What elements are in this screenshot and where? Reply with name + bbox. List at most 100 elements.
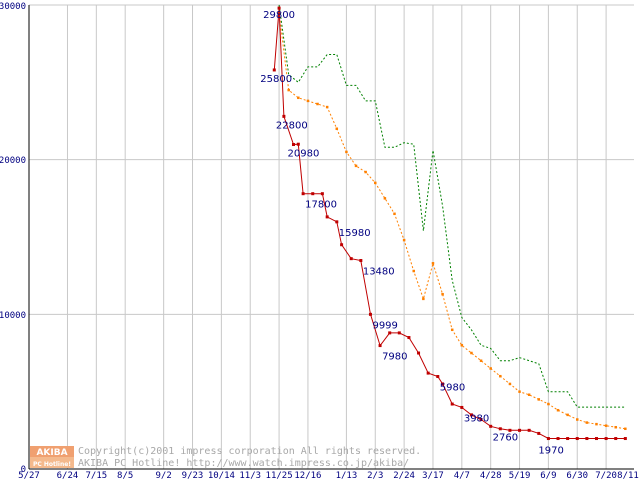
series-line (278, 4, 626, 408)
data-point (277, 6, 281, 10)
data-point (556, 437, 560, 441)
x-tick-label: 3/17 (422, 471, 444, 480)
data-point (354, 164, 358, 168)
data-point (383, 197, 387, 200)
data-label: 13480 (363, 267, 395, 278)
x-tick-label: 6/30 (566, 471, 588, 480)
x-tick-label: 5/27 (18, 471, 40, 480)
data-point (407, 336, 411, 340)
data-point (402, 238, 406, 242)
series-layer (272, 4, 627, 441)
x-tick-label: 1/13 (336, 471, 358, 480)
series-line (273, 8, 626, 439)
data-point (594, 437, 598, 441)
data-label: 1970 (538, 446, 563, 457)
data-label: 20980 (288, 149, 320, 160)
site-url-text: AKIBA PC Hotline! http://www.watch.impre… (78, 458, 409, 469)
data-point (441, 382, 445, 386)
y-tick-label: 30000 (0, 2, 26, 12)
series-line (278, 12, 626, 430)
x-tick-label: 11/25 (266, 471, 293, 480)
x-tick-label: 11/3 (239, 471, 261, 480)
data-point (537, 398, 541, 401)
data-label: 3980 (464, 413, 489, 424)
x-tick-labels: 5/27 6/24 7/15 8/5 9/2 9/23 10/14 11/3 11/25 12/1… (18, 471, 639, 480)
data-point (537, 431, 541, 435)
data-point (479, 418, 483, 422)
data-point (349, 257, 353, 261)
data-point (426, 371, 430, 375)
data-point (393, 212, 396, 216)
data-point (460, 405, 464, 409)
akiba-logo: AKIBA PC Hotline! (30, 446, 74, 468)
data-point (546, 437, 550, 441)
logo-top-text: AKIBA (36, 448, 67, 458)
data-point (604, 424, 608, 427)
data-label: 2760 (493, 432, 518, 443)
data-point (296, 142, 300, 146)
data-label: 17800 (305, 200, 337, 211)
data-point (566, 413, 569, 417)
data-point (397, 331, 401, 335)
x-tick-label: 2/24 (393, 471, 415, 480)
data-label: 15980 (339, 228, 371, 239)
data-point (345, 150, 348, 154)
x-tick-label: 9/23 (182, 471, 204, 480)
data-point (518, 390, 521, 393)
y-tick-label: 10000 (0, 311, 26, 321)
x-tick-label: 8/11 (617, 471, 639, 480)
data-label: 9999 (372, 320, 397, 331)
data-label: 7980 (382, 352, 407, 363)
x-tick-label: 6/24 (57, 471, 79, 480)
data-point (335, 127, 339, 130)
data-point (489, 424, 493, 428)
data-point (518, 428, 522, 432)
data-point (479, 359, 483, 362)
data-point (585, 437, 589, 441)
y-tick-labels: 0 10000 20000 30000 (0, 2, 26, 475)
data-point (359, 259, 363, 263)
x-tick-label: 4/7 (454, 471, 470, 480)
data-point (364, 170, 367, 174)
data-point (585, 421, 589, 424)
x-tick-label: 12/16 (294, 471, 321, 480)
data-point (340, 243, 344, 247)
data-labels: 29800 25800 22800 20980 17800 15980 13480 9999 7… (260, 10, 564, 456)
x-tick-label: 10/14 (208, 471, 235, 480)
data-point (614, 425, 617, 429)
data-point (436, 375, 440, 379)
data-point (282, 114, 286, 118)
data-point (566, 437, 570, 441)
data-point (441, 292, 444, 296)
x-tick-label: 5/19 (509, 471, 531, 480)
data-point (320, 192, 324, 196)
data-point (378, 344, 382, 348)
data-point (575, 437, 579, 441)
data-point (624, 427, 627, 431)
data-point (325, 215, 329, 219)
x-tick-label: 2/3 (367, 471, 383, 480)
data-point (325, 105, 329, 109)
data-point (576, 418, 579, 421)
data-label: 29800 (263, 10, 295, 21)
data-point (272, 68, 276, 72)
data-point (498, 427, 502, 431)
data-point (388, 331, 392, 335)
data-point (287, 88, 290, 92)
data-point (499, 374, 502, 378)
copyright-text: Copyright(c)2001 impress corporation All… (78, 446, 421, 457)
data-point (412, 269, 415, 273)
data-point (292, 143, 296, 147)
data-point (301, 192, 305, 196)
data-point (604, 437, 608, 441)
data-point (368, 312, 372, 316)
data-point (470, 351, 473, 355)
x-tick-label: 6/9 (540, 471, 556, 480)
data-point (527, 428, 531, 432)
x-tick-label: 7/20 (595, 471, 617, 480)
data-point (614, 437, 618, 441)
x-tick-label: 8/5 (117, 471, 133, 480)
data-label: 5980 (440, 383, 465, 394)
data-point (595, 422, 598, 426)
